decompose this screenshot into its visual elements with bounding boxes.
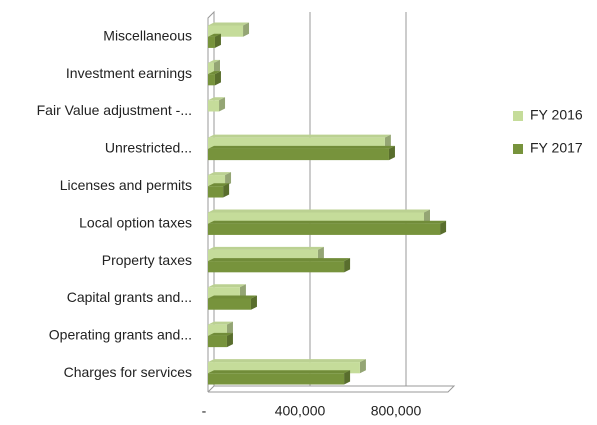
bar xyxy=(208,220,447,235)
bar-face xyxy=(388,145,395,161)
bar-face xyxy=(208,148,389,161)
axis-floor xyxy=(208,385,456,393)
bar-face xyxy=(214,59,220,75)
y-tick-label: Property taxes xyxy=(102,252,192,268)
bar-face xyxy=(344,258,351,273)
bar-face xyxy=(214,71,221,86)
bar-face xyxy=(208,71,221,75)
legend-label: FY 2016 xyxy=(530,107,583,123)
bar-face xyxy=(208,284,246,288)
bar-face xyxy=(208,33,221,37)
y-tick-label: Investment earnings xyxy=(66,65,192,81)
y-tick-label: Miscellaneous xyxy=(103,27,192,43)
bar-face xyxy=(250,295,257,310)
bar xyxy=(208,97,226,112)
bar xyxy=(208,59,220,75)
y-tick-label: Operating grants and... xyxy=(49,327,192,343)
bar-face xyxy=(208,212,424,224)
bar-face xyxy=(344,370,351,385)
bar-face xyxy=(208,134,391,138)
bar-face xyxy=(208,324,227,336)
bar xyxy=(208,258,351,273)
bar-face xyxy=(243,22,250,37)
bar-face xyxy=(208,36,215,48)
bar-face xyxy=(208,246,324,250)
bar-face xyxy=(208,359,366,363)
bar-face xyxy=(208,175,226,187)
y-tick-label: Capital grants and... xyxy=(67,289,192,305)
bar-face xyxy=(208,223,441,235)
bar-face xyxy=(208,287,240,299)
bar-face xyxy=(208,298,251,310)
bar-face xyxy=(208,249,318,262)
bar-face xyxy=(239,284,246,299)
bar-face xyxy=(208,22,250,26)
bar-face xyxy=(208,321,233,325)
bar xyxy=(208,134,391,149)
legend-label: FY 2017 xyxy=(530,140,583,156)
bar xyxy=(208,172,232,187)
bar-face xyxy=(214,33,221,48)
y-tick-label: Unrestricted... xyxy=(105,140,192,156)
bar-face xyxy=(359,359,366,374)
bar-face xyxy=(226,332,233,348)
bar xyxy=(208,33,221,48)
bar-face xyxy=(208,362,360,374)
bar xyxy=(208,209,430,224)
bar-face xyxy=(208,62,214,75)
bar xyxy=(208,370,351,385)
bar-face xyxy=(440,220,447,235)
bar-face xyxy=(208,183,230,187)
legend-swatch xyxy=(513,111,523,121)
bar xyxy=(208,246,324,262)
y-tick-label: Fair Value adjustment -... xyxy=(37,102,192,118)
bar xyxy=(208,295,257,310)
bar-face xyxy=(208,373,345,385)
bar xyxy=(208,145,395,161)
bar-face xyxy=(424,209,430,224)
bar-face xyxy=(208,261,345,273)
bar-face xyxy=(223,183,230,198)
bar-face xyxy=(226,321,233,336)
bar-face xyxy=(219,97,226,112)
bar-face xyxy=(208,186,224,198)
bar-face xyxy=(384,134,391,149)
bar xyxy=(208,183,230,198)
bar-face xyxy=(208,145,395,149)
bar-face xyxy=(208,370,351,374)
bar xyxy=(208,359,366,374)
bar xyxy=(208,332,233,348)
bar-face xyxy=(208,100,220,112)
bar-face xyxy=(208,137,385,149)
bar-face xyxy=(208,332,233,336)
bar-face xyxy=(225,172,232,187)
y-tick-label: Charges for services xyxy=(64,364,192,380)
y-tick-label: Licenses and permits xyxy=(60,177,192,193)
bar-face xyxy=(317,246,324,262)
bar xyxy=(208,284,246,299)
bar-face xyxy=(208,295,257,299)
x-tick-label: - xyxy=(202,403,207,419)
x-tick-label: 400,000 xyxy=(275,403,326,419)
y-tick-label: Local option taxes xyxy=(79,214,192,230)
bar-face xyxy=(208,335,227,348)
x-tick-label: 800,000 xyxy=(371,403,422,419)
bar-face xyxy=(208,74,215,86)
bar-face xyxy=(208,209,430,213)
bar-face xyxy=(208,172,232,176)
legend-swatch xyxy=(513,144,523,154)
bar xyxy=(208,321,233,336)
bar xyxy=(208,22,250,37)
bar-face xyxy=(208,97,226,101)
bar-face xyxy=(208,258,351,262)
bar xyxy=(208,71,221,86)
bar-face xyxy=(208,220,447,224)
bar-face xyxy=(208,25,244,37)
bar-face xyxy=(208,59,220,63)
